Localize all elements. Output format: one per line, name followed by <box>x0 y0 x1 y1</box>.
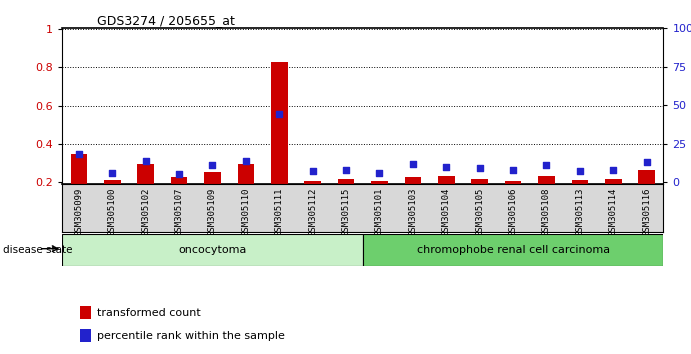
Bar <box>171 177 187 221</box>
Text: GSM305109: GSM305109 <box>208 188 217 236</box>
Text: GSM305108: GSM305108 <box>542 188 551 236</box>
Point <box>574 169 585 174</box>
Text: GSM305103: GSM305103 <box>408 188 417 236</box>
Text: GSM305111: GSM305111 <box>275 188 284 236</box>
Text: GSM305107: GSM305107 <box>175 188 184 236</box>
Bar <box>605 179 622 221</box>
Bar <box>363 234 663 266</box>
Bar <box>538 176 555 221</box>
Text: GSM305113: GSM305113 <box>576 188 585 236</box>
Text: disease state: disease state <box>3 245 73 255</box>
Bar <box>504 181 522 221</box>
Point <box>140 158 151 164</box>
Bar <box>80 330 91 342</box>
Point <box>73 152 84 157</box>
Bar <box>70 154 87 221</box>
Text: GSM305110: GSM305110 <box>241 188 250 236</box>
Text: GDS3274 / 205655_at: GDS3274 / 205655_at <box>97 14 235 27</box>
Bar <box>404 177 422 221</box>
Point <box>307 169 318 174</box>
Point <box>374 170 385 176</box>
Text: GSM305101: GSM305101 <box>375 188 384 236</box>
Bar <box>571 180 588 221</box>
Bar <box>638 170 655 221</box>
Point <box>474 166 485 171</box>
Bar <box>438 176 455 221</box>
Point <box>207 162 218 168</box>
Text: oncocytoma: oncocytoma <box>178 245 247 255</box>
Text: GSM305105: GSM305105 <box>475 188 484 236</box>
Point <box>641 159 652 165</box>
Point <box>507 167 518 173</box>
Bar <box>338 179 354 221</box>
Bar <box>138 164 154 221</box>
Bar <box>204 172 221 221</box>
Point <box>341 167 352 173</box>
Text: GSM305114: GSM305114 <box>609 188 618 236</box>
Bar <box>80 307 91 319</box>
Point <box>106 170 117 176</box>
Point <box>274 112 285 117</box>
Point <box>173 172 184 177</box>
Text: GSM305115: GSM305115 <box>341 188 350 236</box>
Text: GSM305099: GSM305099 <box>75 188 84 236</box>
Text: GSM305100: GSM305100 <box>108 188 117 236</box>
Bar <box>238 164 254 221</box>
Text: GSM305106: GSM305106 <box>509 188 518 236</box>
Bar <box>371 181 388 221</box>
Text: GSM305102: GSM305102 <box>141 188 150 236</box>
Text: GSM305112: GSM305112 <box>308 188 317 236</box>
Text: chromophobe renal cell carcinoma: chromophobe renal cell carcinoma <box>417 245 609 255</box>
Text: GSM305116: GSM305116 <box>642 188 651 236</box>
Bar <box>471 179 488 221</box>
Bar <box>62 234 363 266</box>
Point <box>441 164 452 170</box>
Point <box>541 162 552 168</box>
Bar <box>304 181 321 221</box>
Point <box>407 161 418 166</box>
Point <box>608 167 619 173</box>
Text: percentile rank within the sample: percentile rank within the sample <box>97 331 285 341</box>
Bar <box>271 62 287 221</box>
Bar <box>104 180 121 221</box>
Text: GSM305104: GSM305104 <box>442 188 451 236</box>
Point <box>240 158 252 164</box>
Text: transformed count: transformed count <box>97 308 201 318</box>
